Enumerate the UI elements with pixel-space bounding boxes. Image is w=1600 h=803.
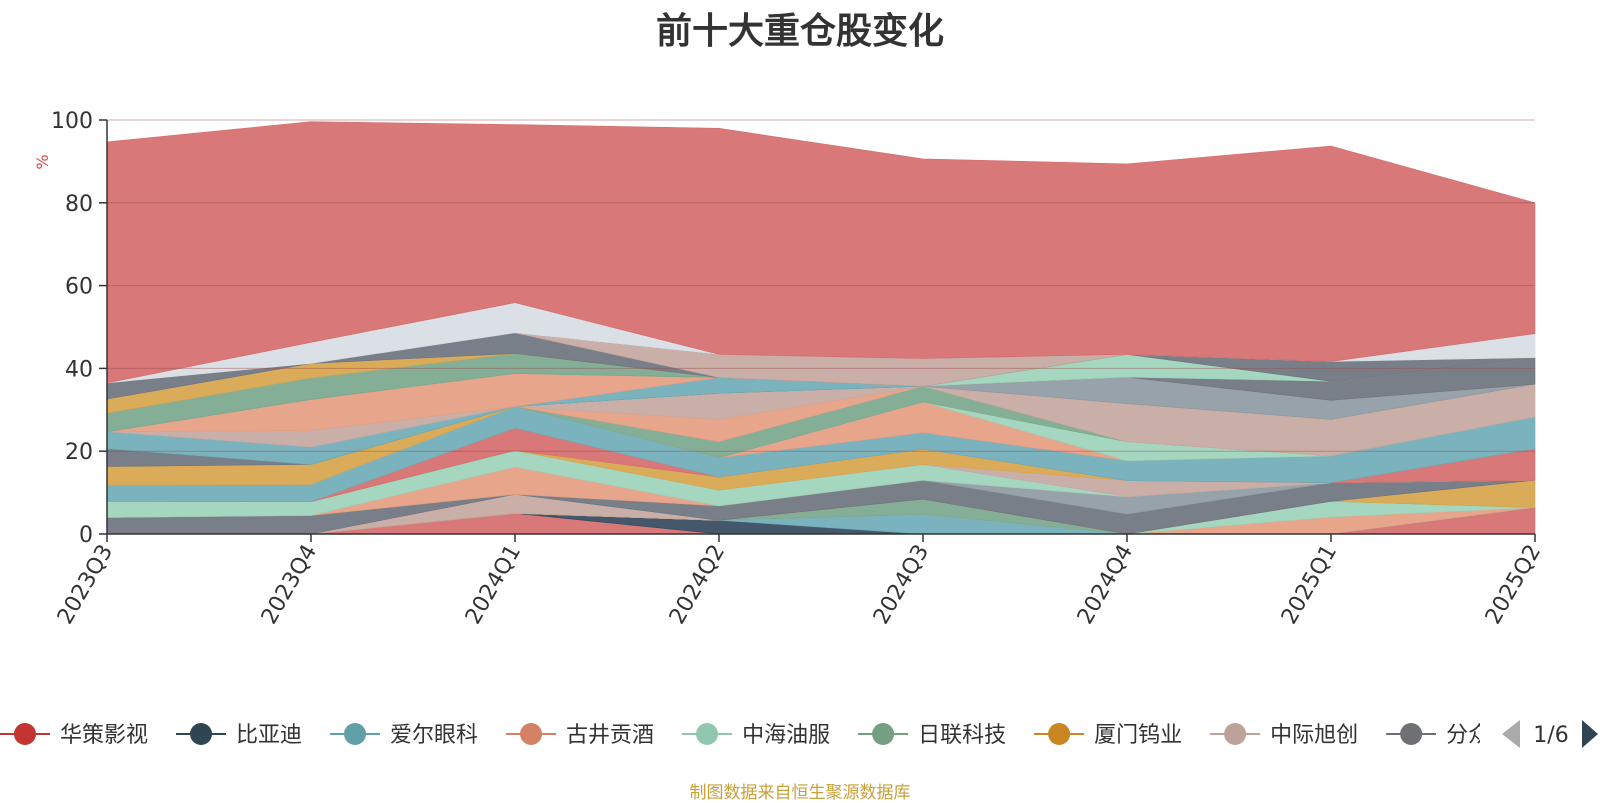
legend-prev-icon[interactable] [1502, 720, 1520, 748]
x-tick-label: 2024Q1 [461, 541, 526, 629]
x-tick-label: 2023Q4 [257, 541, 322, 629]
source-note: 制图数据来自恒生聚源数据库 [689, 783, 911, 803]
legend-item-8[interactable]: 中际旭创 [1210, 723, 1358, 748]
legend-label: 比亚迪 [236, 723, 302, 748]
x-tick-label: 2024Q2 [665, 541, 730, 629]
area-series-38[interactable] [106, 121, 1536, 384]
legend-marker-icon [520, 723, 543, 745]
x-tick-label: 2025Q2 [1481, 541, 1546, 629]
legend-pager[interactable]: 1/6 [1502, 720, 1598, 748]
legend-marker-icon [696, 723, 719, 745]
y-tick-label: 100 [51, 109, 93, 134]
legend-marker-icon [1048, 723, 1071, 745]
x-tick-label: 2024Q4 [1073, 541, 1138, 629]
legend-item-1[interactable]: 华策影视 [0, 723, 148, 748]
legend-item-2[interactable]: 比亚迪 [176, 723, 302, 748]
legend-label: 爱尔眼科 [390, 723, 478, 748]
y-tick-label: 80 [65, 192, 93, 217]
y-tick-label: 40 [65, 357, 93, 382]
y-tick-label: 0 [79, 523, 93, 548]
legend-item-6[interactable]: 日联科技 [858, 723, 1006, 748]
legend-item-5[interactable]: 中海油服 [682, 723, 830, 748]
legend-label: 中海油服 [742, 723, 830, 748]
legend-label: 日联科技 [918, 723, 1006, 748]
x-tick-label: 2025Q1 [1277, 541, 1342, 629]
y-tick-label: 20 [65, 440, 93, 465]
legend-marker-icon [1224, 723, 1247, 745]
legend-item-7[interactable]: 厦门钨业 [1034, 723, 1182, 748]
legend-marker-icon [14, 723, 36, 745]
legend-item-4[interactable]: 古井贡酒 [506, 723, 654, 748]
y-tick-label: 60 [65, 275, 93, 300]
legend-marker-icon [344, 723, 367, 745]
legend-label: 古井贡酒 [566, 723, 654, 748]
legend[interactable]: 华策影视 比亚迪 爱尔眼科 古井贡酒 中海油服 日联科技 厦门钨业 中际旭创 分众传媒 1/6 [0, 720, 1598, 748]
legend-next-icon[interactable] [1582, 720, 1598, 748]
x-tick-label: 2023Q3 [53, 541, 118, 629]
legend-label: 分众传媒 [1446, 723, 1534, 748]
legend-marker-icon [1400, 723, 1423, 745]
gridlines [107, 119, 1535, 452]
legend-marker-icon [872, 723, 895, 745]
chart-title: 前十大重仓股变化 [655, 11, 944, 52]
x-tick-label: 2024Q3 [869, 541, 934, 629]
legend-label: 厦门钨业 [1094, 723, 1182, 748]
legend-marker-icon [190, 723, 213, 745]
legend-label: 中际旭创 [1270, 723, 1358, 748]
y-axis-label: % [33, 154, 52, 169]
area-series-layer [106, 121, 1536, 535]
legend-label: 华策影视 [60, 723, 148, 748]
legend-item-3[interactable]: 爱尔眼科 [330, 723, 478, 748]
legend-items[interactable]: 华策影视 比亚迪 爱尔眼科 古井贡酒 中海油服 日联科技 厦门钨业 中际旭创 分众传媒 [0, 723, 1534, 748]
legend-item-9[interactable]: 分众传媒 [1386, 723, 1534, 748]
legend-page-indicator: 1/6 [1533, 723, 1568, 748]
